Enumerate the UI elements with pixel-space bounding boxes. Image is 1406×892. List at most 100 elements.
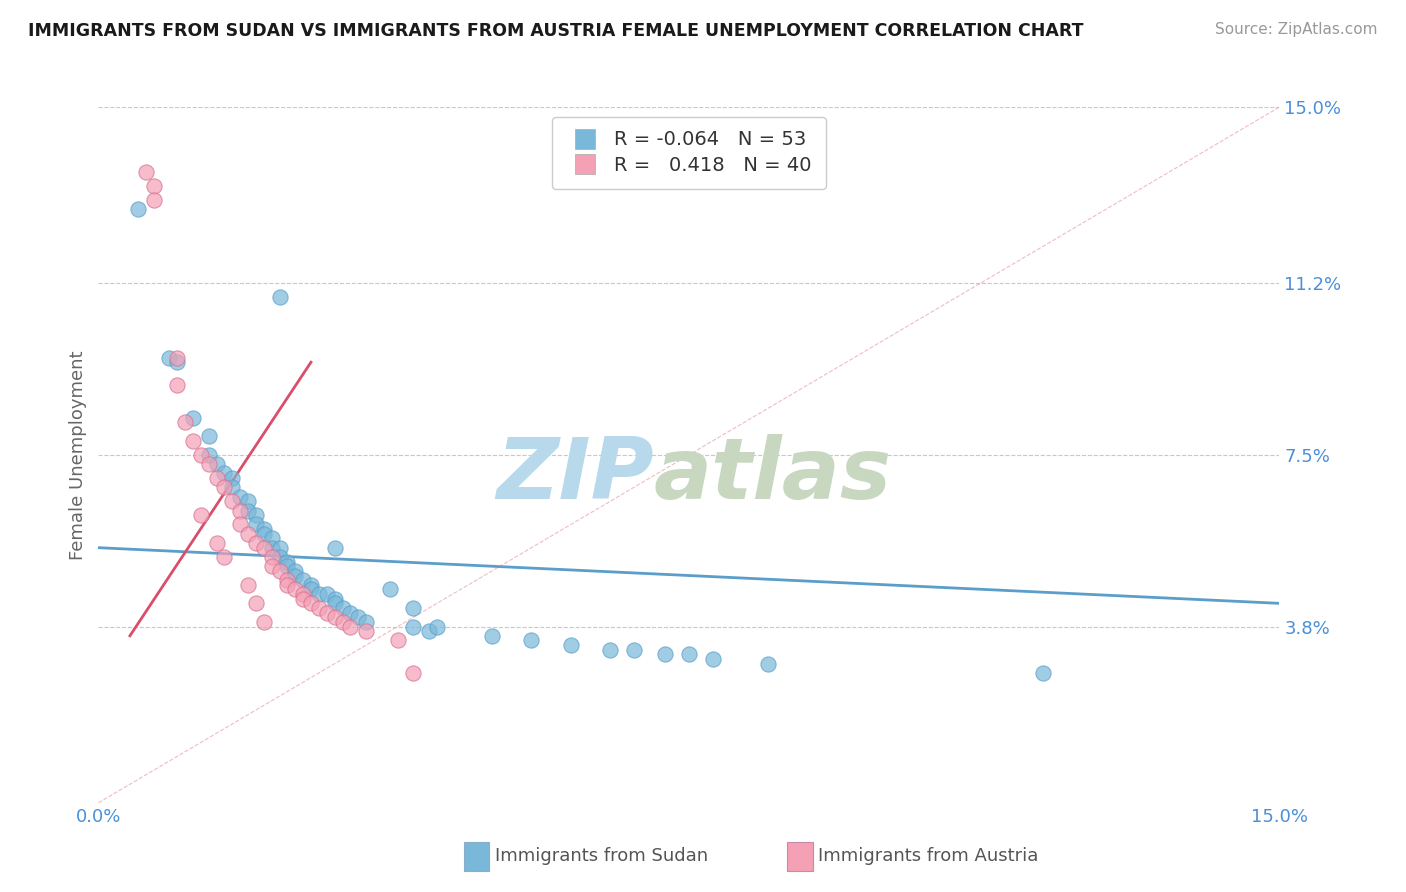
Point [174,416,197,430]
Point [299,596,322,610]
Point [214,467,236,481]
Point [354,624,377,639]
Point [599,642,621,657]
Point [481,629,503,643]
Point [205,536,228,550]
Point [142,178,165,193]
Point [299,578,322,592]
Point [332,601,354,615]
Point [702,652,724,666]
Y-axis label: Female Unemployment: Female Unemployment [69,351,87,559]
Point [214,480,236,494]
Point [1032,665,1054,680]
Point [197,429,219,443]
Point [221,494,243,508]
Point [166,355,188,369]
Point [205,471,228,485]
Point [253,526,276,541]
Point [236,503,259,517]
Point [402,619,425,633]
Point [339,606,361,620]
Point [214,549,236,564]
Point [269,290,291,304]
Point [190,448,212,462]
Point [135,165,157,179]
Point [323,591,346,606]
Point [205,457,228,471]
Point [127,202,149,216]
Point [276,573,298,587]
Point [292,591,315,606]
Point [284,564,307,578]
Point [678,648,700,662]
Point [260,541,283,555]
Point [245,508,267,523]
Point [284,568,307,582]
Text: ZIP: ZIP [496,434,654,517]
Point [197,457,219,471]
Point [181,410,204,425]
Point [347,610,370,624]
Point [229,517,252,532]
Point [654,648,676,662]
Point [253,522,276,536]
Point [276,578,298,592]
Point [323,541,346,555]
Point [236,578,259,592]
Point [245,536,267,550]
Point [426,619,449,633]
Point [221,471,243,485]
Point [418,624,440,639]
Text: Immigrants from Austria: Immigrants from Austria [818,847,1039,865]
Point [260,549,283,564]
Point [315,606,337,620]
Point [181,434,204,448]
Point [260,559,283,574]
Text: Immigrants from Sudan: Immigrants from Sudan [495,847,709,865]
Point [308,601,330,615]
Point [229,490,252,504]
Point [323,610,346,624]
Point [142,193,165,207]
Point [623,642,645,657]
Point [292,573,315,587]
Point [190,508,212,523]
Point [253,541,276,555]
Point [402,665,425,680]
Point [520,633,543,648]
Point [245,517,267,532]
Point [323,596,346,610]
Point [260,532,283,546]
Legend: R = -0.064   N = 53, R =   0.418   N = 40: R = -0.064 N = 53, R = 0.418 N = 40 [553,117,825,189]
Point [308,587,330,601]
Point [236,526,259,541]
Point [560,638,582,652]
Point [756,657,779,671]
Point [245,596,267,610]
Point [387,633,409,648]
Point [299,582,322,597]
Point [315,587,337,601]
Text: IMMIGRANTS FROM SUDAN VS IMMIGRANTS FROM AUSTRIA FEMALE UNEMPLOYMENT CORRELATION: IMMIGRANTS FROM SUDAN VS IMMIGRANTS FROM… [28,22,1084,40]
Point [339,619,361,633]
Point [276,555,298,569]
Point [166,378,188,392]
Point [236,494,259,508]
Point [269,549,291,564]
Point [253,615,276,629]
Point [197,448,219,462]
Text: Source: ZipAtlas.com: Source: ZipAtlas.com [1215,22,1378,37]
Point [402,601,425,615]
Point [292,587,315,601]
Point [166,351,188,365]
Text: atlas: atlas [654,434,891,517]
Point [378,582,401,597]
Point [269,564,291,578]
Point [229,503,252,517]
Point [276,559,298,574]
Point [332,615,354,629]
Point [284,582,307,597]
Point [354,615,377,629]
Point [269,541,291,555]
Point [221,480,243,494]
